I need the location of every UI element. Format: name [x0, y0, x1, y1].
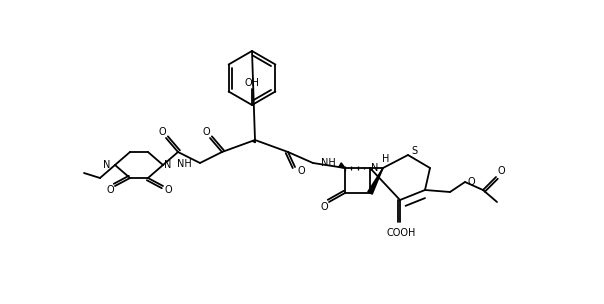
Text: O: O: [467, 177, 475, 187]
Text: O: O: [297, 166, 305, 176]
Polygon shape: [252, 140, 255, 143]
Text: N: N: [371, 163, 379, 173]
Text: NH: NH: [177, 159, 192, 169]
Text: N: N: [164, 160, 172, 170]
Text: O: O: [158, 127, 166, 137]
Text: COOH: COOH: [387, 228, 416, 238]
Text: O: O: [320, 202, 328, 212]
Text: N: N: [103, 160, 110, 170]
Text: H: H: [382, 154, 390, 164]
Text: O: O: [497, 166, 505, 176]
Text: NH: NH: [321, 158, 336, 168]
Text: S: S: [411, 146, 417, 156]
Polygon shape: [339, 163, 345, 168]
Text: O: O: [164, 185, 172, 195]
Text: O: O: [106, 185, 114, 195]
Text: O: O: [202, 127, 210, 137]
Polygon shape: [368, 168, 383, 194]
Text: OH: OH: [245, 78, 260, 88]
